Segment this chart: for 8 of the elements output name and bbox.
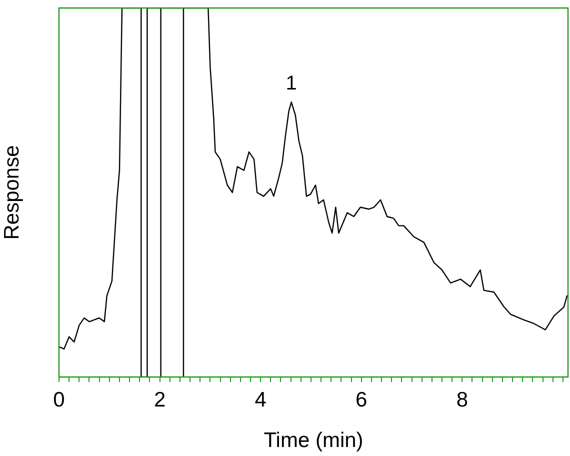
x-axis-title: Time (min) (264, 429, 364, 452)
x-tick-label: 8 (456, 388, 468, 412)
x-tick-label: 6 (356, 388, 368, 412)
annotation: 1 (286, 72, 297, 95)
x-tick-label: 2 (154, 388, 166, 412)
y-axis-title: Response (0, 145, 24, 240)
x-tick-label: 4 (254, 388, 267, 412)
x-tick-label: 0 (53, 388, 65, 412)
